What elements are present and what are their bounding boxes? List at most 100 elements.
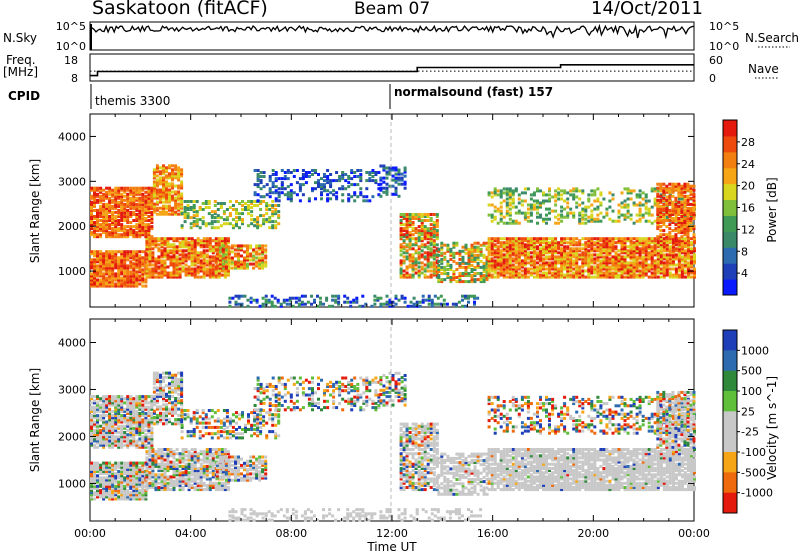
heat-cell: [596, 257, 600, 261]
heat-cell: [402, 251, 406, 255]
heat-cell: [193, 241, 197, 245]
heat-cell: [680, 257, 684, 261]
heat-cell: [150, 215, 154, 218]
heat-cell: [90, 463, 93, 467]
heat-cell: [289, 189, 293, 193]
heat-cell: [668, 259, 672, 263]
heat-cell: [563, 253, 567, 257]
heat-cell: [111, 480, 115, 484]
heat-cell: [420, 213, 424, 216]
heat-cell: [446, 249, 450, 253]
heat-cell: [505, 237, 509, 241]
heat-cell: [680, 241, 684, 245]
heat-cell: [160, 267, 164, 271]
heat-cell: [280, 181, 284, 185]
heat-cell: [656, 221, 660, 224]
heat-cell: [169, 271, 173, 275]
heat-cell: [690, 251, 693, 255]
heat-cell: [399, 243, 403, 247]
heat-cell: [150, 219, 154, 222]
heat-cell: [632, 243, 636, 247]
heat-cell: [102, 467, 106, 471]
heat-cell: [590, 241, 594, 245]
heat-cell: [93, 278, 96, 282]
heat-cell: [132, 484, 136, 488]
heat-cell: [150, 186, 154, 190]
heat-cell: [575, 265, 579, 269]
heat-cell: [145, 486, 149, 489]
heat-cell: [432, 271, 436, 275]
heat-cell: [644, 195, 648, 199]
heat-cell: [584, 241, 588, 245]
heat-cell: [180, 180, 184, 184]
heat-cell: [216, 214, 220, 218]
heat-cell: [171, 190, 174, 194]
heat-cell: [102, 461, 106, 465]
heat-cell: [99, 272, 103, 276]
heat-cell: [148, 271, 152, 275]
heat-cell: [258, 266, 262, 270]
heat-cell: [403, 168, 407, 172]
heat-cell: [581, 221, 585, 225]
heat-cell: [526, 203, 530, 207]
heat-cell: [193, 269, 197, 273]
heat-cell: [217, 273, 221, 277]
heat-cell: [526, 247, 530, 251]
heat-cell: [193, 239, 197, 243]
heat-cell: [111, 206, 115, 210]
heat-cell: [215, 252, 219, 256]
heat-cell: [493, 191, 497, 195]
heat-cell: [674, 271, 678, 275]
heat-cell: [123, 254, 127, 258]
heat-cell: [566, 245, 570, 249]
heat-cell: [653, 219, 657, 223]
nave-ytick-bottom: 0: [709, 72, 716, 85]
heat-cell: [111, 270, 115, 274]
heat-cell: [683, 251, 687, 255]
heat-cell: [129, 463, 133, 467]
heat-cell: [487, 275, 491, 279]
heat-cell: [93, 194, 96, 198]
nave-ytick-top: 60: [709, 54, 723, 67]
heat-cell: [674, 213, 678, 217]
heat-cell: [638, 247, 642, 251]
heat-cell: [432, 253, 436, 257]
heat-cell: [593, 261, 597, 265]
heat-cell: [505, 247, 509, 251]
heat-cell: [105, 233, 109, 237]
heat-cell: [120, 284, 124, 288]
heat-cell: [117, 221, 121, 224]
heat-cell: [246, 248, 249, 252]
heat-cell: [674, 255, 678, 259]
heat-cell: [545, 275, 548, 279]
heat-cell: [145, 450, 149, 454]
heat-cell: [508, 189, 512, 193]
heat-cell: [163, 237, 167, 241]
heat-cell: [129, 256, 133, 260]
heat-cell: [123, 231, 127, 235]
heat-cell: [487, 191, 491, 195]
heat-cell: [458, 253, 462, 257]
heat-cell: [187, 251, 191, 255]
heat-cell: [90, 278, 93, 282]
heat-cell: [213, 204, 217, 207]
heat-cell: [123, 190, 127, 194]
heat-cell: [108, 470, 112, 473]
heat-cell: [532, 263, 536, 267]
heat-cell: [677, 186, 681, 190]
heat-cell: [440, 272, 444, 275]
heat-cell: [174, 200, 178, 204]
heat-cell: [572, 275, 576, 279]
heat-cell: [165, 206, 168, 210]
heat-cell: [668, 198, 672, 202]
heat-cell: [388, 184, 392, 188]
heat-cell: [581, 237, 585, 241]
heat-cell: [671, 202, 675, 206]
heat-cell: [548, 199, 551, 203]
heat-cell: [662, 249, 666, 253]
heat-cell: [526, 269, 530, 273]
power-heatmap: [90, 164, 696, 308]
heat-cell: [138, 210, 142, 214]
heat-cell: [96, 233, 99, 237]
heat-cell: [171, 176, 174, 180]
